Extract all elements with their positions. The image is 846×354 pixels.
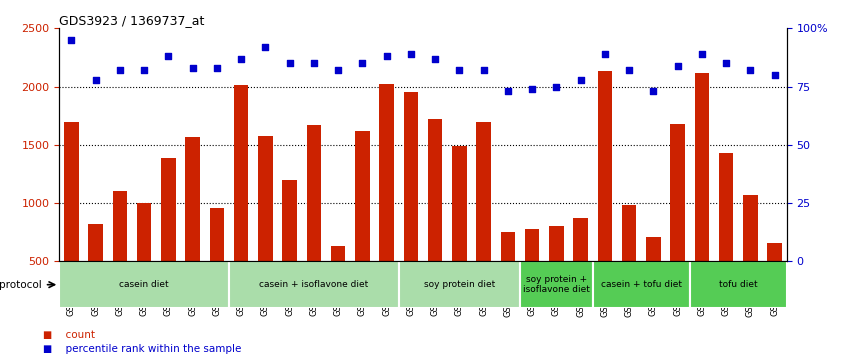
Bar (258, 136, 272, 320)
Point (210, 65, 223, 71)
Bar (501, 232, 515, 320)
Point (283, 61, 296, 66)
Bar (689, 261, 787, 308)
Text: casein + tofu diet: casein + tofu diet (601, 280, 682, 289)
Bar (161, 158, 176, 320)
Point (453, 67, 466, 73)
Bar (743, 195, 758, 320)
Text: protocol: protocol (0, 280, 42, 290)
Bar (137, 203, 151, 320)
Bar (452, 146, 467, 320)
Point (89, 77, 102, 82)
Point (646, 88, 660, 94)
Bar (379, 84, 394, 320)
Text: tofu diet: tofu diet (719, 280, 757, 289)
Bar (64, 121, 79, 320)
Bar (525, 229, 540, 320)
Bar (428, 119, 442, 320)
Point (550, 84, 563, 90)
Bar (185, 137, 200, 320)
Bar (622, 205, 636, 320)
Point (380, 53, 393, 59)
Point (259, 44, 272, 50)
Point (64, 37, 78, 43)
Bar (593, 261, 689, 308)
Bar (113, 192, 127, 320)
Bar (404, 92, 418, 320)
Bar (520, 261, 593, 308)
Point (623, 67, 636, 73)
Point (501, 88, 514, 94)
Point (137, 67, 151, 73)
Point (332, 67, 345, 73)
Point (428, 56, 442, 62)
Point (719, 61, 733, 66)
Bar (767, 243, 782, 320)
Text: soy protein +
isoflavone diet: soy protein + isoflavone diet (523, 275, 590, 295)
Point (525, 86, 539, 92)
Text: casein diet: casein diet (119, 280, 169, 289)
Bar (229, 261, 398, 308)
Bar (355, 131, 370, 320)
Text: casein + isoflavone diet: casein + isoflavone diet (259, 280, 369, 289)
Point (574, 77, 587, 82)
Point (744, 67, 757, 73)
Point (234, 56, 248, 62)
Point (355, 61, 369, 66)
Point (404, 51, 418, 57)
Point (162, 53, 175, 59)
Text: soy protein diet: soy protein diet (424, 280, 495, 289)
Point (695, 51, 709, 57)
Point (598, 51, 612, 57)
Bar (88, 224, 103, 320)
Bar (670, 124, 685, 320)
Text: percentile rank within the sample: percentile rank within the sample (59, 344, 242, 354)
Text: GDS3923 / 1369737_at: GDS3923 / 1369737_at (59, 14, 205, 27)
Point (768, 72, 782, 78)
Point (113, 67, 127, 73)
Bar (233, 85, 249, 320)
Bar (476, 121, 491, 320)
Bar (646, 237, 661, 320)
Text: ■: ■ (42, 344, 52, 354)
Bar (398, 261, 520, 308)
Bar (695, 73, 709, 320)
Bar (210, 208, 224, 320)
Bar (574, 218, 588, 320)
Point (671, 63, 684, 68)
Bar (59, 261, 229, 308)
Bar (549, 227, 563, 320)
Bar (283, 180, 297, 320)
Point (307, 61, 321, 66)
Point (186, 65, 200, 71)
Text: count: count (59, 330, 96, 339)
Bar (306, 125, 321, 320)
Bar (719, 153, 733, 320)
Point (477, 67, 491, 73)
Bar (331, 246, 345, 320)
Bar (597, 72, 613, 320)
Text: ■: ■ (42, 330, 52, 339)
